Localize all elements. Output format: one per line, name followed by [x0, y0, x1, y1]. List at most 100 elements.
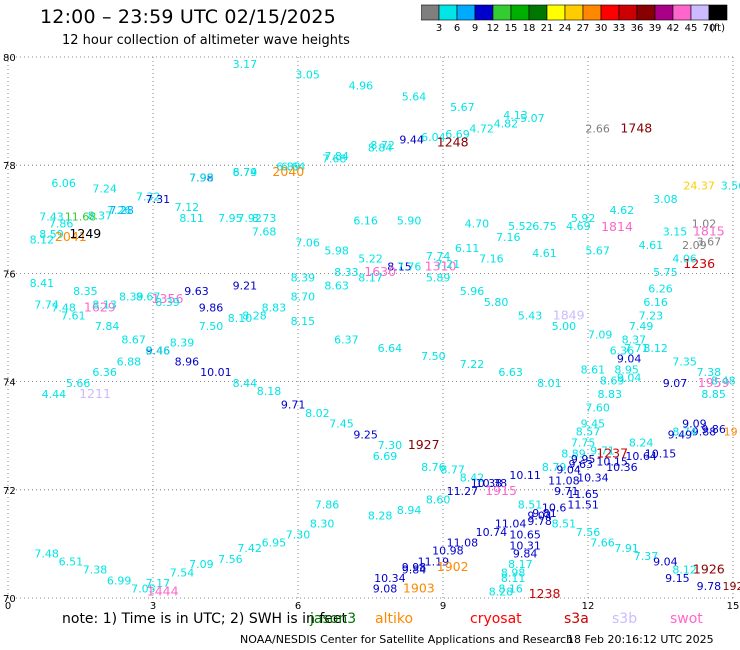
wave-height-label: 8.79: [542, 461, 567, 474]
wave-height-label: 7.68: [252, 226, 277, 239]
wave-height-label: 7.05: [131, 583, 156, 596]
satellite-label: altiko: [375, 611, 414, 627]
wave-height-label: 6.26: [648, 282, 673, 295]
wave-height-label: 9.25: [353, 428, 378, 441]
satellite-label: cryosat: [470, 611, 522, 627]
wave-height-label: 9.78: [527, 515, 552, 528]
x-tick-label: 12: [582, 601, 595, 612]
wave-height-label: 8.44: [233, 377, 258, 390]
wave-height-label: 7.91: [614, 542, 639, 555]
track-time-label: 1237: [596, 445, 628, 460]
axes: 0 3 6 9 12 15 70 72 74 76 78 80: [3, 53, 739, 612]
legend-tick-label: 9: [472, 23, 478, 34]
track-time-label: 1249: [69, 226, 101, 241]
footer-note: note: 1) Time is in UTC; 2) SWH is in fe…: [62, 611, 348, 627]
wave-height-label: 9.44: [399, 134, 424, 147]
wave-height-label: 8.01: [537, 377, 562, 390]
wave-height-label: 8.79: [233, 166, 258, 179]
track-time-label: 1238: [529, 586, 561, 601]
wave-height-label: 6.99: [107, 574, 132, 587]
wave-height-label: 9.71: [590, 445, 615, 458]
y-tick-label: 78: [3, 161, 16, 172]
legend-tick-label: 36: [631, 23, 644, 34]
wave-height-label: 9.15: [665, 572, 690, 585]
wave-height-label: 6.69: [373, 450, 398, 463]
data-labels: 3.173.054.965.645.674.135.074.824.726.69…: [30, 58, 740, 601]
wave-height-label: 5.22: [358, 253, 383, 266]
wave-height-label: 10.15: [596, 455, 628, 468]
wave-height-label: 8.76: [421, 461, 446, 474]
wave-height-label: 6.74: [233, 166, 258, 179]
wave-height-label: 8.89: [561, 447, 586, 460]
wave-height-label: 6.88: [117, 355, 142, 368]
wave-height-label: 8.35: [73, 285, 98, 298]
wave-height-label: 8.83: [262, 301, 287, 314]
wave-height-label: 8.83: [598, 388, 623, 401]
wave-height-label: 7.54: [170, 566, 195, 579]
wave-height-label: 19: [724, 426, 738, 439]
wave-height-label: 7.86: [49, 217, 74, 230]
wave-height-label: 9.84: [513, 547, 538, 560]
wave-height-label: 5.67: [450, 101, 475, 114]
wave-height-label: 11.19: [418, 556, 450, 569]
wave-height-label: 9.04: [617, 372, 642, 385]
wave-height-label: 9.84: [402, 564, 427, 577]
wave-height-label: 8.48: [711, 374, 736, 387]
wave-height-label: 8.12: [672, 564, 697, 577]
wave-height-label: 5.67: [585, 244, 610, 257]
wave-height-label: 6.36: [92, 366, 117, 379]
wave-height-label: 8.39: [291, 272, 316, 285]
color-legend: 3 6 9 12 15 18 21 24 27 30 33 36 39 42 45 70(ft): [421, 4, 728, 34]
wave-height-label: 7.09: [189, 558, 214, 571]
chart-title: 12:00 – 23:59 UTC 02/15/2025: [40, 6, 336, 28]
wave-height-label: 7.71: [624, 342, 649, 355]
wave-height-label: 8.84: [368, 142, 393, 155]
wave-height-label: 4.96: [349, 79, 374, 92]
wave-height-label: 7.23: [639, 309, 664, 322]
wave-height-label: 7.43: [39, 210, 64, 223]
legend-swatch: [708, 4, 728, 21]
wave-height-label: 8.28: [489, 585, 514, 598]
wave-height-label: 7.21: [436, 258, 461, 271]
track-time-label: 1236: [683, 256, 715, 271]
wave-height-label: 8.10: [228, 312, 253, 325]
track-time-label: 1926: [693, 562, 725, 577]
wave-height-label: 9.98: [402, 561, 427, 574]
wave-height-label: 5.75: [653, 266, 678, 279]
wave-height-label: 9.95: [571, 453, 596, 466]
wave-height-label: 24.37: [683, 180, 715, 193]
wave-height-label: 7.50: [199, 320, 224, 333]
wave-height-label: 10.34: [374, 572, 406, 585]
wave-height-label: 8.15: [291, 315, 316, 328]
wave-height-label: 7.16: [479, 253, 504, 266]
wave-height-label: 7.56: [576, 526, 601, 539]
wave-height-label: 6.04: [421, 131, 446, 144]
wave-height-label: 8.12: [30, 234, 55, 247]
wave-height-label: 7.16: [496, 231, 521, 244]
wave-height-label: 9.88: [692, 426, 717, 439]
wave-height-label: 8.69: [600, 374, 625, 387]
wave-height-label: 7.12: [175, 201, 200, 214]
wave-height-label: 6.37: [334, 334, 359, 347]
wave-height-label: 7.28: [109, 204, 134, 217]
wave-height-label: 9.86: [199, 301, 224, 314]
wave-height-label: 9.81: [532, 507, 557, 520]
wave-height-label: 5.96: [460, 285, 485, 298]
wave-height-label: 9.04: [556, 464, 581, 477]
wave-height-label: 8.57: [576, 426, 601, 439]
wave-height-label: 1.02: [692, 217, 717, 230]
wave-height-label: 11.51: [567, 499, 599, 512]
wave-height-label: 8.37: [88, 209, 113, 222]
track-time-label: 1356: [152, 291, 184, 306]
wave-height-label: 8.73: [252, 212, 277, 225]
y-tick-label: 80: [3, 53, 16, 64]
track-time-label: 1959: [698, 375, 730, 390]
wave-height-label: 7.30: [378, 439, 403, 452]
wave-height-label: 7.48: [34, 547, 59, 560]
wave-height-label: 7.26: [107, 204, 132, 217]
wave-height-label: 10.98: [432, 545, 464, 558]
track-time-label: 2040: [272, 164, 304, 179]
track-time-label: 1748: [620, 121, 652, 136]
x-tick-label: 9: [440, 601, 446, 612]
legend-tick-label: 15: [505, 23, 518, 34]
